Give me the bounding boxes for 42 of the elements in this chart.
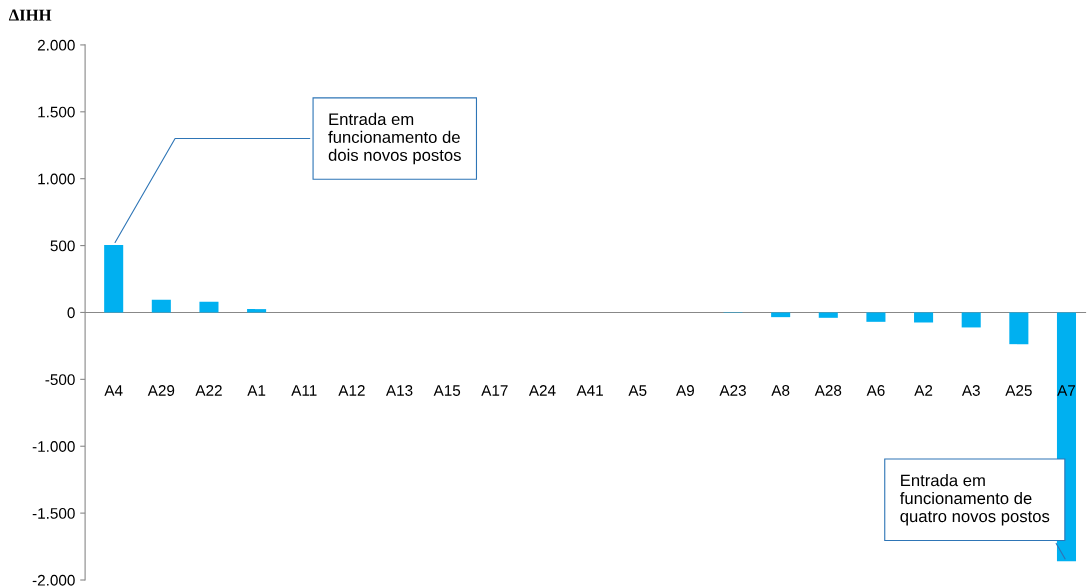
x-tick-label: A13 — [385, 385, 413, 396]
x-tick-label: A2 — [914, 385, 933, 396]
y-tick-label: -1.500 — [32, 507, 75, 519]
bar — [771, 312, 791, 318]
bar — [199, 301, 219, 313]
x-tick-label: A12 — [338, 385, 365, 396]
annotation: Entrada em funcionamento de quatro novos postos — [899, 474, 1050, 526]
x-tick-label: A28 — [814, 385, 842, 396]
y-tick-label: 1.000 — [38, 173, 75, 185]
x-tick-label: A24 — [528, 385, 556, 396]
bar — [914, 312, 934, 323]
x-tick-label: A1 — [247, 385, 266, 396]
bar — [1009, 312, 1029, 345]
x-tick-label: A22 — [195, 385, 222, 396]
x-tick-label: A41 — [576, 385, 603, 396]
x-tick-label: A7 — [1057, 385, 1076, 396]
x-tick-label: A8 — [771, 385, 790, 396]
y-axis-title: ΔIHH — [8, 9, 52, 21]
x-tick-label: A5 — [628, 385, 647, 396]
y-tick-label: -2.000 — [32, 574, 75, 586]
x-tick-label: A6 — [866, 385, 885, 396]
x-tick-label: A15 — [433, 385, 461, 396]
x-tick-label: A25 — [1005, 385, 1032, 396]
y-tick-label: 500 — [50, 240, 75, 252]
annotation: Entrada em funcionamento de dois novos postos — [328, 112, 461, 165]
x-tick-label: A3 — [961, 385, 980, 396]
bar — [866, 312, 886, 322]
x-tick-label: A23 — [719, 385, 746, 396]
x-tick-label: A4 — [104, 385, 123, 396]
x-tick-label: A29 — [147, 385, 175, 396]
bar — [961, 312, 981, 328]
x-tick-label: A17 — [481, 385, 508, 396]
y-tick-label: 2.000 — [37, 39, 75, 51]
x-tick-label: A11 — [291, 385, 317, 396]
bar — [151, 299, 171, 313]
bar — [818, 312, 838, 318]
y-tick-label: 0 — [67, 307, 75, 319]
y-tick-label: -500 — [45, 374, 75, 386]
x-tick-label: A9 — [676, 385, 694, 396]
bar — [104, 244, 124, 313]
y-tick-label: -1.000 — [32, 441, 75, 452]
y-tick-label: 1.500 — [38, 106, 75, 118]
